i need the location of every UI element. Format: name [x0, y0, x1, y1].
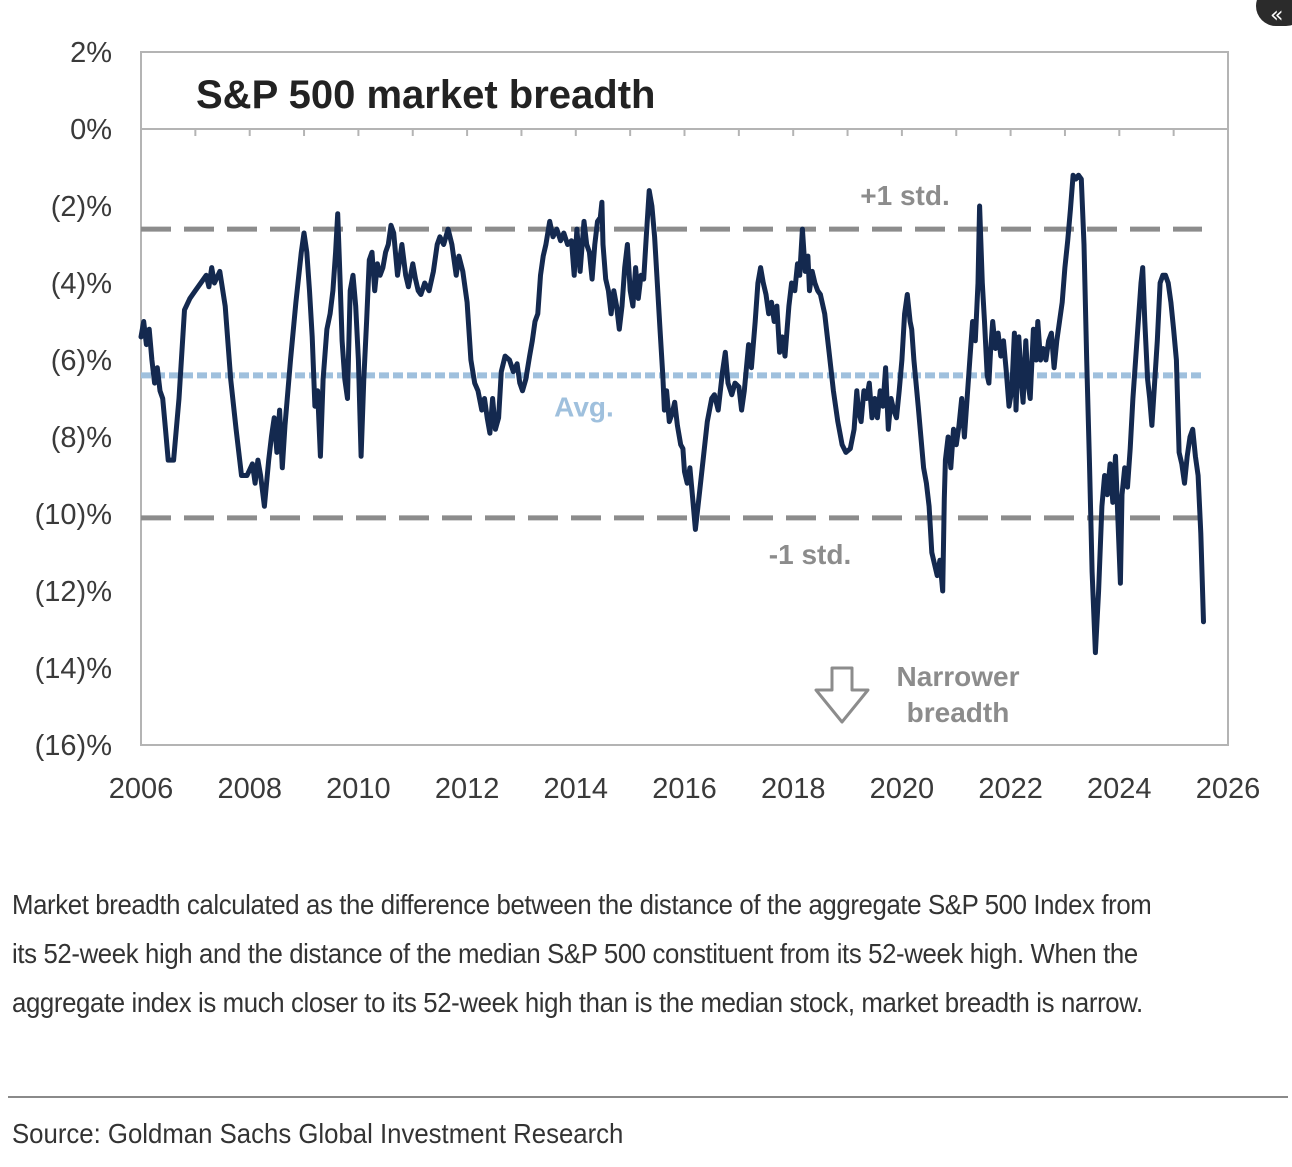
zero-axis-ticks	[140, 129, 1229, 136]
x-tick-label: 2024	[1087, 773, 1152, 805]
narrower-breadth-label-line1: Narrower	[897, 661, 1020, 692]
market-breadth-chart: 2% 0% (2)% (4)% (6)% (8)% (10)% (12)% (14)% (16)%…	[35, 37, 1261, 805]
y-tick-label: (8)%	[51, 422, 112, 454]
x-tick-label: 2026	[1196, 773, 1261, 805]
x-tick-label: 2016	[652, 773, 717, 805]
source-note: Source: Goldman Sachs Global Investment …	[12, 1118, 624, 1149]
y-tick-label: (6)%	[51, 345, 112, 377]
down-arrow-icon	[814, 666, 870, 724]
narrower-breadth-label-line2: breadth	[907, 697, 1010, 728]
x-tick-label: 2018	[761, 773, 826, 805]
y-tick-label: 2%	[70, 37, 112, 69]
divider	[8, 1096, 1288, 1098]
x-axis-ticks: 2006 2008 2010 2012 2014 2016 2018 2020 2022 2024…	[109, 773, 1261, 805]
x-tick-label: 2022	[978, 773, 1043, 805]
y-tick-label: (10)%	[35, 499, 112, 531]
x-tick-label: 2008	[217, 773, 282, 805]
x-tick-label: 2006	[109, 773, 174, 805]
y-tick-label: (2)%	[51, 191, 112, 223]
x-tick-label: 2010	[326, 773, 391, 805]
annotations: +1 std. Avg. -1 std.	[554, 180, 950, 570]
x-tick-label: 2020	[870, 773, 935, 805]
chart-title: S&P 500 market breadth	[196, 73, 655, 117]
y-tick-label: (16)%	[35, 730, 112, 762]
y-tick-label: 0%	[70, 114, 112, 146]
minus-1-std-label: -1 std.	[769, 539, 851, 570]
x-tick-label: 2012	[435, 773, 500, 805]
breadth-series-line	[138, 172, 1206, 656]
plot-frame	[140, 51, 1229, 746]
chart-caption: Market breadth calculated as the differe…	[12, 889, 1152, 1018]
x-tick-label: 2014	[544, 773, 609, 805]
y-axis-ticks: 2% 0% (2)% (4)% (6)% (8)% (10)% (12)% (14)% (16)%	[35, 37, 112, 762]
y-tick-label: (4)%	[51, 268, 112, 300]
average-label: Avg.	[554, 391, 614, 422]
plus-1-std-label: +1 std.	[860, 180, 949, 211]
y-tick-label: (14)%	[35, 653, 112, 685]
y-tick-label: (12)%	[35, 576, 112, 608]
